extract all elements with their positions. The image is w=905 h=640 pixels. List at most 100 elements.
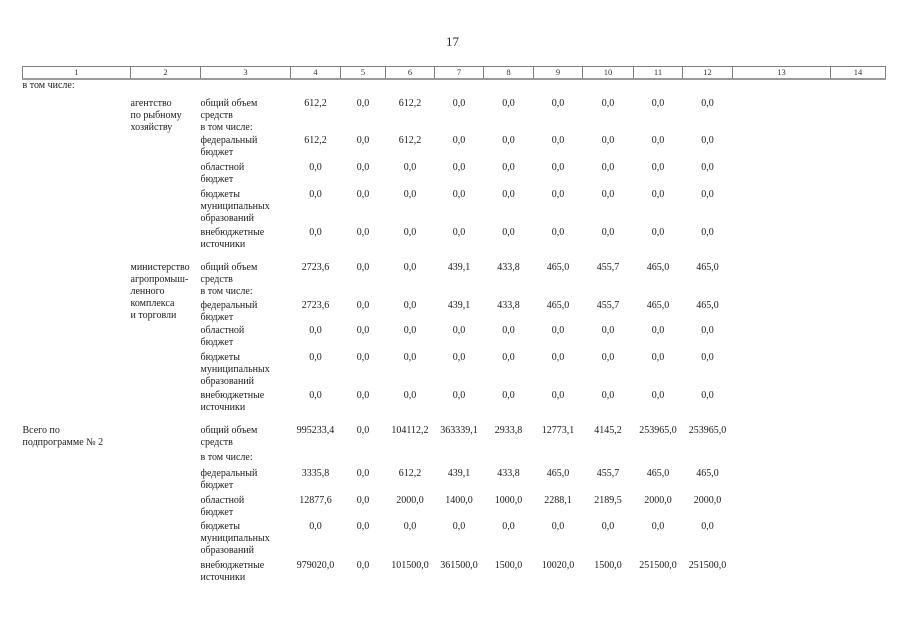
value-cell: 0,0: [502, 162, 515, 173]
empty-cell: [733, 135, 831, 162]
budget-type-cell: федеральный бюджет: [200, 135, 258, 158]
value-cell: 0,0: [403, 300, 417, 311]
empty-cell: [831, 425, 886, 452]
value-cell: 612,2: [398, 468, 422, 479]
column-header: 14: [830, 66, 886, 80]
table-row: агентство по рыбному хозяйству общий объе…: [23, 98, 886, 135]
empty-cell: [23, 227, 131, 262]
value-cell: 0,0: [701, 189, 714, 200]
value-cell: 0,0: [502, 521, 515, 532]
column-header: 5: [340, 66, 386, 80]
value-cell: 439,1: [447, 468, 471, 479]
table-row: бюджеты муниципальных образований 0,0 0,0 0…: [23, 189, 886, 227]
value-cell: 465,0: [546, 262, 570, 273]
value-cell: 1000,0: [494, 495, 523, 506]
value-cell: 0,0: [601, 325, 615, 336]
value-cell: 0,0: [651, 189, 665, 200]
table-row: федеральный бюджет 2723,6 0,0 0,0 439,1 433,8…: [23, 300, 886, 325]
empty-cell: [733, 189, 831, 227]
empty-cell: [683, 452, 733, 468]
empty-cell: [341, 452, 386, 468]
value-cell: 2933,8: [494, 425, 523, 436]
value-cell: 455,7: [596, 300, 620, 311]
column-header: 2: [130, 66, 201, 80]
budget-type-cell: внебюджетные источники: [200, 390, 265, 413]
value-cell: 0,0: [403, 325, 417, 336]
value-cell: 0,0: [601, 98, 615, 109]
value-cell: 0,0: [502, 352, 515, 363]
empty-cell: [23, 189, 131, 227]
value-cell: 439,1: [447, 262, 471, 273]
table-row: бюджеты муниципальных образований 0,0 0,0 0…: [23, 521, 886, 560]
empty-cell: [733, 162, 831, 189]
empty-cell: [733, 390, 831, 425]
empty-cell: [131, 495, 201, 521]
value-cell: 363339,1: [440, 425, 478, 436]
empty-cell: [23, 300, 131, 325]
value-cell: 0,0: [403, 262, 417, 273]
empty-cell: [131, 425, 201, 452]
value-cell: 0,0: [309, 162, 322, 173]
value-cell: 0,0: [452, 135, 466, 146]
value-cell: 0,0: [551, 325, 565, 336]
value-cell: 0,0: [551, 98, 565, 109]
value-cell: 0,0: [551, 227, 565, 238]
value-cell: 612,2: [398, 98, 422, 109]
empty-cell: [291, 79, 341, 98]
budget-type-cell: федеральный бюджет: [200, 468, 258, 491]
value-cell: 0,0: [551, 189, 565, 200]
empty-cell: [831, 135, 886, 162]
value-cell: 0,0: [701, 325, 714, 336]
value-cell: 455,7: [596, 468, 620, 479]
value-cell: 465,0: [696, 262, 719, 273]
empty-cell: [534, 452, 583, 468]
value-cell: 0,0: [502, 98, 515, 109]
empty-cell: [733, 452, 831, 468]
empty-cell: [733, 79, 831, 98]
table-row: федеральный бюджет 3335,8 0,0 612,2 439,1 433…: [23, 468, 886, 495]
value-cell: 12773,1: [541, 425, 575, 436]
budget-table: 1 2 3 4 5 6 7 8 9 10 11 12 13 14 в том числе: агентство…: [22, 66, 886, 584]
value-cell: 0,0: [356, 162, 370, 173]
empty-cell: [831, 521, 886, 560]
value-cell: 1400,0: [445, 495, 473, 506]
empty-cell: [831, 300, 886, 325]
value-cell: 0,0: [452, 352, 466, 363]
column-header: 9: [533, 66, 583, 80]
value-cell: 0,0: [651, 521, 665, 532]
empty-cell: [831, 495, 886, 521]
budget-type-cell: общий объем средств: [200, 425, 258, 448]
table-body: 1 2 3 4 5 6 7 8 9 10 11 12 13 14 в том числе: агентство…: [22, 66, 886, 585]
value-cell: 0,0: [403, 189, 417, 200]
value-cell: 0,0: [452, 227, 466, 238]
value-cell: 0,0: [601, 189, 615, 200]
empty-cell: [634, 452, 683, 468]
value-cell: 0,0: [601, 135, 615, 146]
empty-cell: [733, 425, 831, 452]
budget-type-cell: общий объем средств в том числе:: [200, 262, 258, 297]
value-cell: 0,0: [551, 135, 565, 146]
budget-type-cell: бюджеты муниципальных образований: [200, 352, 270, 387]
empty-cell: [23, 390, 131, 425]
empty-cell: [291, 452, 341, 468]
empty-cell: [733, 352, 831, 390]
value-cell: 251500,0: [639, 560, 677, 571]
column-header: 12: [682, 66, 733, 80]
value-cell: 612,2: [304, 135, 327, 146]
value-cell: 0,0: [551, 352, 565, 363]
empty-cell: [386, 79, 435, 98]
table-row: бюджеты муниципальных образований 0,0 0,0 0…: [23, 352, 886, 390]
value-cell: 2189,5: [594, 495, 622, 506]
value-cell: 0,0: [601, 390, 615, 401]
value-cell: 1500,0: [494, 560, 523, 571]
value-cell: 0,0: [356, 325, 370, 336]
empty-cell: [733, 325, 831, 352]
value-cell: 12877,6: [299, 495, 332, 506]
value-cell: 0,0: [701, 135, 714, 146]
value-cell: 253965,0: [639, 425, 677, 436]
empty-cell: [131, 560, 201, 584]
empty-cell: [733, 560, 831, 584]
empty-cell: [484, 452, 534, 468]
budget-type-cell: общий объем средств в том числе:: [200, 98, 258, 133]
